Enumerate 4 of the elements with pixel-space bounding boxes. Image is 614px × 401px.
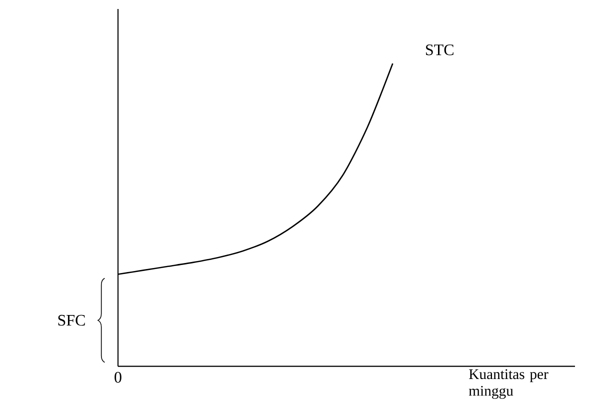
x-axis-title: Kuantitas per minggu bbox=[468, 369, 548, 399]
text: STC bbox=[426, 44, 454, 56]
text: SFC bbox=[58, 314, 85, 326]
text: 0 bbox=[114, 372, 122, 383]
